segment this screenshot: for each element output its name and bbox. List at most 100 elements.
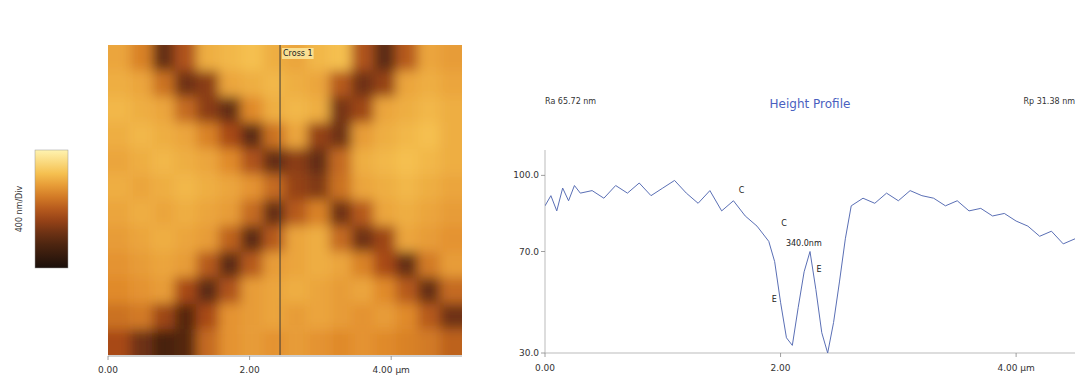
profile-line [545, 180, 1075, 353]
cell [307, 148, 330, 174]
cell [108, 303, 131, 329]
cell [197, 226, 220, 252]
cell [374, 71, 397, 97]
cell [219, 329, 242, 355]
label-patch [780, 219, 788, 228]
cell [174, 200, 197, 226]
cell [241, 148, 264, 174]
cell [418, 252, 441, 278]
cell [285, 97, 308, 123]
cell [396, 278, 419, 304]
cell [307, 71, 330, 97]
x-tick [1016, 353, 1017, 357]
y-tick [541, 175, 545, 176]
cell [108, 123, 131, 149]
cell [285, 174, 308, 200]
cell [174, 278, 197, 304]
cell [263, 329, 286, 355]
cell [374, 329, 397, 355]
cell [440, 200, 462, 226]
cell [263, 148, 286, 174]
cell [285, 226, 308, 252]
y-tick-label: 70.0 [519, 247, 539, 257]
cell [351, 97, 374, 123]
cell [396, 174, 419, 200]
cell [307, 200, 330, 226]
cell [197, 148, 220, 174]
cell [219, 123, 242, 149]
cell [396, 303, 419, 329]
cell [108, 329, 131, 355]
cell [263, 303, 286, 329]
cell [285, 71, 308, 97]
cell [219, 303, 242, 329]
cell [329, 329, 352, 355]
label-patch [738, 186, 746, 195]
cell [285, 252, 308, 278]
cell [241, 200, 264, 226]
cell [396, 71, 419, 97]
cell [174, 252, 197, 278]
x-tick-label: 0.00 [98, 365, 118, 375]
section-label: Cross 1 [283, 49, 313, 58]
note: Rp 31.38 nm [1024, 97, 1076, 106]
cell [307, 278, 330, 304]
cell [108, 97, 131, 123]
cell [307, 303, 330, 329]
x-axis [108, 356, 462, 357]
cell [174, 71, 197, 97]
cell [329, 97, 352, 123]
cell [174, 174, 197, 200]
cell [418, 123, 441, 149]
cell [418, 97, 441, 123]
cell [108, 226, 131, 252]
annotation: E [817, 265, 822, 274]
cell [329, 252, 352, 278]
cell [307, 123, 330, 149]
cell [219, 200, 242, 226]
cell [374, 97, 397, 123]
colorbar-label: 400 nm/Div [15, 185, 24, 232]
cell [197, 71, 220, 97]
cell [174, 148, 197, 174]
cell [418, 148, 441, 174]
annotation: E [772, 295, 777, 304]
cell [396, 123, 419, 149]
cell [130, 252, 153, 278]
cell [197, 123, 220, 149]
cell [152, 329, 175, 355]
cell [130, 97, 153, 123]
cell [440, 174, 462, 200]
cell [130, 71, 153, 97]
cell [329, 226, 352, 252]
plot-area [545, 180, 1075, 353]
cell [307, 174, 330, 200]
cell [219, 71, 242, 97]
cell [396, 226, 419, 252]
label-patch [785, 239, 823, 248]
cell [329, 123, 352, 149]
cell [174, 303, 197, 329]
cell [440, 303, 462, 329]
cell [351, 303, 374, 329]
cell [396, 148, 419, 174]
cell [152, 252, 175, 278]
cell [219, 278, 242, 304]
cell [418, 45, 441, 71]
cell [108, 252, 131, 278]
cell [241, 97, 264, 123]
cell [197, 278, 220, 304]
cell [396, 329, 419, 355]
cell [197, 200, 220, 226]
cell [241, 329, 264, 355]
x-tick-label: 2.00 [771, 363, 791, 373]
cell [285, 200, 308, 226]
cell [263, 252, 286, 278]
cell [152, 148, 175, 174]
cell [174, 329, 197, 355]
cell [263, 226, 286, 252]
cell [108, 71, 131, 97]
annotation: C [781, 219, 787, 228]
cell [329, 174, 352, 200]
cell [351, 123, 374, 149]
